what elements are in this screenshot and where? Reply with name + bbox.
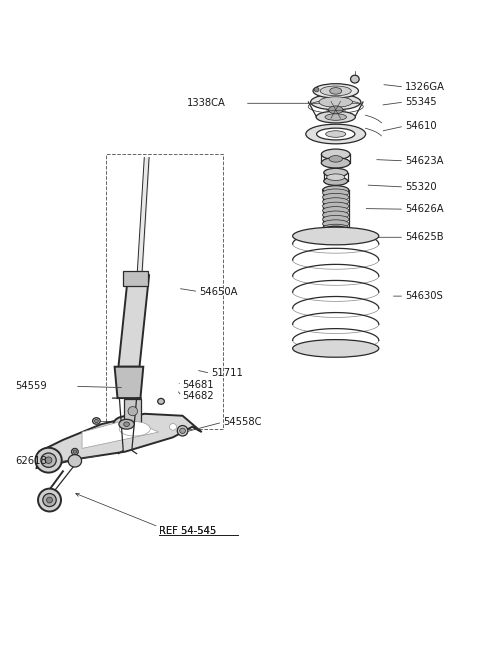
Text: 1338CA: 1338CA [187, 98, 226, 108]
Ellipse shape [326, 174, 345, 180]
Text: 54558C: 54558C [223, 417, 262, 427]
Text: 54626A: 54626A [405, 204, 444, 214]
Ellipse shape [113, 416, 140, 432]
Text: REF 54-545: REF 54-545 [158, 527, 216, 536]
Ellipse shape [319, 97, 352, 107]
Text: 51711: 51711 [211, 368, 243, 378]
Ellipse shape [325, 114, 347, 121]
Ellipse shape [73, 450, 76, 453]
Ellipse shape [329, 156, 342, 162]
Text: 54559: 54559 [15, 381, 47, 391]
Ellipse shape [324, 168, 348, 177]
Ellipse shape [177, 426, 188, 436]
Ellipse shape [119, 422, 150, 436]
Ellipse shape [124, 422, 130, 426]
Polygon shape [82, 419, 158, 449]
Ellipse shape [330, 88, 342, 94]
Ellipse shape [328, 106, 343, 114]
Text: 54623A: 54623A [405, 156, 444, 166]
Ellipse shape [350, 75, 359, 83]
Text: 54650A: 54650A [199, 286, 238, 297]
Ellipse shape [324, 177, 348, 185]
Ellipse shape [317, 128, 355, 140]
Ellipse shape [323, 226, 349, 235]
Ellipse shape [323, 202, 349, 210]
Text: 55345: 55345 [405, 97, 437, 107]
Ellipse shape [43, 493, 56, 506]
Ellipse shape [293, 339, 379, 357]
Ellipse shape [68, 455, 82, 467]
Ellipse shape [322, 158, 350, 168]
Ellipse shape [323, 189, 349, 196]
Ellipse shape [38, 489, 61, 512]
Ellipse shape [322, 149, 350, 160]
Ellipse shape [313, 84, 359, 98]
Ellipse shape [119, 419, 134, 429]
Ellipse shape [45, 457, 52, 464]
Ellipse shape [320, 86, 351, 96]
Text: 54610: 54610 [405, 121, 437, 131]
Ellipse shape [47, 497, 52, 503]
Ellipse shape [36, 448, 62, 473]
Ellipse shape [323, 215, 349, 223]
Ellipse shape [323, 211, 349, 219]
Ellipse shape [293, 227, 379, 245]
Bar [123, 271, 148, 286]
Ellipse shape [323, 193, 349, 201]
Text: 54681: 54681 [182, 380, 214, 390]
Ellipse shape [306, 124, 366, 144]
Ellipse shape [323, 224, 349, 232]
Ellipse shape [41, 453, 56, 468]
Ellipse shape [93, 418, 100, 424]
Bar [124, 400, 142, 423]
Text: 54682: 54682 [182, 391, 214, 401]
Text: REF 54-545: REF 54-545 [158, 527, 216, 536]
Polygon shape [119, 275, 149, 367]
Ellipse shape [316, 111, 355, 123]
Text: 62618: 62618 [15, 457, 47, 466]
Ellipse shape [314, 87, 319, 92]
Polygon shape [115, 367, 144, 398]
Polygon shape [36, 414, 202, 468]
Ellipse shape [169, 424, 177, 430]
Ellipse shape [323, 198, 349, 206]
Ellipse shape [95, 419, 98, 422]
Ellipse shape [323, 185, 349, 195]
Text: 54625B: 54625B [405, 233, 444, 242]
Ellipse shape [311, 94, 361, 110]
Text: 54630S: 54630S [405, 291, 443, 301]
Ellipse shape [325, 131, 346, 138]
Bar [106, 155, 223, 429]
Text: 55320: 55320 [405, 182, 437, 192]
Ellipse shape [323, 220, 349, 228]
Ellipse shape [157, 398, 164, 404]
Ellipse shape [180, 428, 185, 434]
Ellipse shape [128, 407, 138, 416]
Ellipse shape [323, 206, 349, 214]
Text: 1326GA: 1326GA [405, 82, 445, 92]
Ellipse shape [72, 449, 78, 455]
